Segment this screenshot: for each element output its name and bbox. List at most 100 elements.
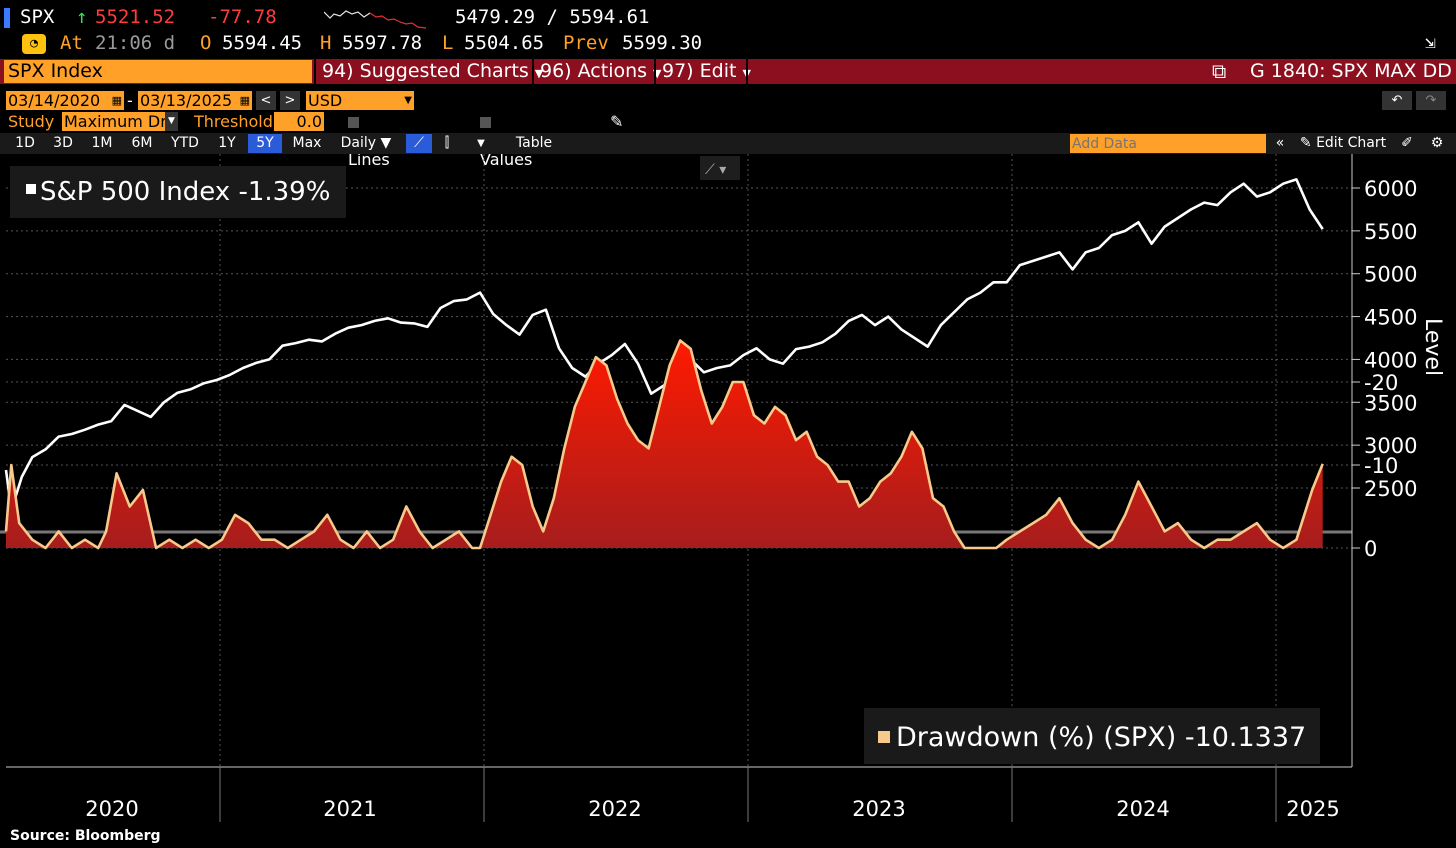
study-value: Maximum Dr: [64, 112, 167, 131]
tab-6m[interactable]: 6M: [131, 135, 153, 151]
x-tick-label: 2025: [1286, 797, 1339, 821]
open-value: 5594.45: [222, 32, 303, 54]
drawdown-y-tick-label: 0: [1364, 537, 1377, 561]
bar-chart-icon[interactable]: ⫿: [444, 135, 450, 151]
tab-ytd[interactable]: YTD: [171, 135, 199, 151]
function-toolbar: SPX Index 94) Suggested Charts ▼ 96) Acti…: [0, 59, 1456, 84]
price-legend-swatch: [26, 184, 36, 194]
drawdown-area-fill: [6, 340, 1323, 548]
x-tick-label: 2024: [1116, 797, 1169, 821]
drawdown-y-axis: 0 -10 -20: [1352, 371, 1398, 561]
study-select[interactable]: Maximum Dr ▼: [62, 112, 178, 131]
price-y-axis-label: Level: [1420, 318, 1445, 376]
period-tabs-row: 1D 3D 1M 6M YTD 1Y 5Y Max Daily ▼ ⟋ ⫿ ▼ …: [0, 133, 1456, 154]
price-y-axis: 2500 3000 3500 4000 4500 5000 5500 6000: [1352, 177, 1417, 501]
threshold-label: Threshold: [194, 112, 273, 131]
source-note: Source: Bloomberg: [10, 828, 161, 844]
table-button[interactable]: Table: [515, 135, 553, 151]
last-price: 5521.52: [95, 6, 176, 28]
next-period-button[interactable]: >: [280, 91, 300, 110]
chevron-down-icon: ▼: [165, 112, 178, 131]
low-label: L: [442, 32, 454, 54]
edit-label: 97) Edit: [662, 60, 737, 82]
line-chart-icon: ⟋ ▾: [705, 162, 726, 178]
undo-button[interactable]: ↶: [1382, 91, 1412, 110]
currency-select[interactable]: USD ▼: [306, 91, 414, 110]
x-tick-label: 2022: [588, 797, 641, 821]
redo-button[interactable]: ↷: [1416, 91, 1446, 110]
chevron-down-icon: ▼: [404, 95, 412, 106]
price-y-tick-label: 3000: [1364, 434, 1417, 458]
chevron-down-icon: ▼: [534, 67, 544, 80]
tab-5y[interactable]: 5Y: [248, 134, 282, 153]
drawdown-legend-swatch: [878, 731, 890, 743]
tab-max[interactable]: Max: [292, 135, 322, 151]
start-date-value: 03/14/2020: [8, 91, 101, 110]
price-y-tick-label: 3500: [1364, 391, 1417, 415]
drawdown-y-tick-label: -10: [1364, 454, 1398, 478]
threshold-input[interactable]: 0.0: [274, 112, 324, 131]
date-dash: -: [127, 91, 133, 110]
chevron-down-icon: ▼: [653, 67, 662, 80]
x-axis: 2020 2021 2022 2023 2024 2025: [85, 767, 1340, 822]
pencil-icon[interactable]: ✎: [610, 112, 624, 131]
edit-chart-label: Edit Chart: [1316, 135, 1387, 151]
tab-1y[interactable]: 1Y: [218, 135, 236, 151]
symbol-marker: [4, 8, 10, 28]
drawdown-series-line: [4, 339, 1324, 550]
calendar-icon: ▦: [111, 94, 122, 107]
price-y-tick-label: 4500: [1364, 306, 1417, 330]
low-value: 5504.65: [464, 32, 545, 54]
collapse-icon[interactable]: «: [1275, 135, 1285, 151]
external-link-icon[interactable]: ⧉: [1212, 59, 1227, 83]
add-data-input[interactable]: [1070, 134, 1266, 153]
x-tick-label: 2021: [323, 797, 376, 821]
price-legend: S&P 500 Index -1.39%: [40, 177, 330, 207]
price-change: -77.78: [208, 6, 277, 28]
at-label: At: [60, 32, 83, 54]
tab-1d[interactable]: 1D: [15, 135, 35, 151]
x-tick-label: 2020: [85, 797, 138, 821]
start-date-field[interactable]: 03/14/2020 ▦: [6, 91, 124, 110]
actions-label: 96) Actions: [540, 60, 648, 82]
frequency-label: Daily: [340, 135, 377, 151]
day-range: 5479.29 / 5594.61: [455, 6, 650, 28]
symbol: SPX: [20, 6, 55, 28]
currency-value: USD: [308, 91, 343, 110]
tab-3d[interactable]: 3D: [53, 135, 73, 151]
suggested-charts-menu[interactable]: 94) Suggested Charts ▼: [322, 59, 543, 84]
price-panel: [4, 178, 1324, 512]
chevron-down-icon[interactable]: ▼: [477, 138, 485, 149]
tab-1m[interactable]: 1M: [91, 135, 113, 151]
edit-menu[interactable]: 97) Edit▼: [662, 59, 751, 84]
prev-period-button[interactable]: <: [256, 91, 276, 110]
price-legend-box: [10, 166, 346, 218]
chart-type-button[interactable]: [700, 156, 740, 180]
ticker-field[interactable]: SPX Index: [4, 60, 312, 83]
gear-icon[interactable]: ⚙: [1430, 135, 1444, 151]
high-label: H: [320, 32, 332, 54]
line-chart-icon[interactable]: ⟋: [406, 134, 432, 153]
frequency-select[interactable]: Daily ▼: [334, 134, 398, 153]
calendar-icon: ▦: [239, 94, 250, 107]
popout-icon[interactable]: ⇲: [1425, 32, 1436, 53]
drawdown-legend-box: [864, 708, 1320, 764]
drawdown-y-tick-label: -20: [1364, 371, 1398, 395]
suggested-charts-label: 94) Suggested Charts: [322, 60, 529, 82]
drawdown-legend: Drawdown (%) (SPX) -10.1337: [896, 722, 1306, 753]
open-label: O: [200, 32, 212, 54]
price-y-tick-label: 5000: [1364, 263, 1417, 287]
chevron-down-icon: ▼: [380, 135, 392, 151]
checkbox-icon: [480, 117, 491, 128]
high-value: 5597.78: [342, 32, 423, 54]
price-y-tick-label: 6000: [1364, 177, 1417, 201]
edit-chart-button[interactable]: ✎ Edit Chart: [1296, 134, 1390, 153]
up-arrow-icon: ↑: [76, 6, 88, 28]
sparkline: [324, 10, 427, 29]
end-date-field[interactable]: 03/13/2025 ▦: [138, 91, 252, 110]
actions-menu[interactable]: 96) Actions ▼: [540, 59, 662, 84]
prev-label: Prev: [563, 32, 609, 54]
annotate-icon[interactable]: ✐: [1401, 135, 1413, 151]
checkbox-icon: [348, 117, 359, 128]
prev-value: 5599.30: [622, 32, 703, 54]
